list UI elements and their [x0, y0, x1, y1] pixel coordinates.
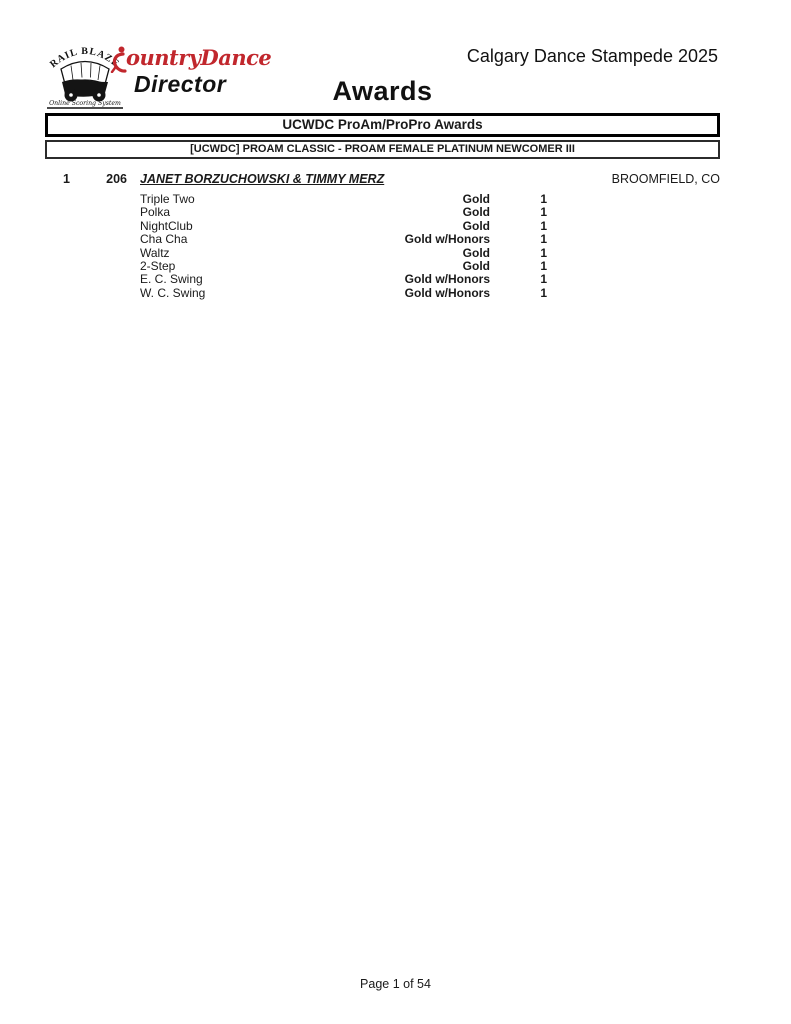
entry-number: 206: [106, 172, 127, 186]
dance-name: NightClub: [140, 218, 193, 233]
competitor-names: JANET BORZUCHOWSKI & TIMMY MERZ: [140, 172, 385, 186]
dance-count: 1: [540, 232, 547, 247]
dance-name: W. C. Swing: [140, 285, 206, 300]
page-number-label: Page 1 of 54: [360, 977, 431, 991]
report-title: Awards: [332, 76, 433, 106]
dance-award: Gold: [462, 205, 490, 220]
event-title: Calgary Dance Stampede 2025: [466, 46, 718, 66]
entry-header-row: 1 206 JANET BORZUCHOWSKI & TIMMY MERZ BR…: [45, 172, 720, 187]
dance-name: Polka: [140, 205, 171, 220]
dance-row: Cha Cha Gold w/Honors 1: [140, 232, 720, 247]
dance-row: 2-Step Gold 1: [140, 258, 720, 273]
category-banner: [UCWDC] PROAM CLASSIC - PROAM FEMALE PLA…: [45, 140, 720, 159]
division-banner: UCWDC ProAm/ProPro Awards: [45, 113, 720, 137]
dance-name: E. C. Swing: [140, 272, 203, 287]
dance-count: 1: [540, 285, 547, 300]
dancer-icon: [110, 46, 127, 73]
dance-award: Gold w/Honors: [404, 285, 490, 300]
trail-blazer-logo: TRAIL BLAZER Online Scoring System: [44, 38, 123, 109]
dance-row: E. C. Swing Gold w/Honors 1: [140, 272, 720, 287]
dance-award: Gold w/Honors: [404, 232, 490, 247]
dance-name: 2-Step: [140, 258, 176, 273]
country-dance-director-logo: ountryDance Director: [110, 46, 290, 108]
dance-row: W. C. Swing Gold w/Honors 1: [140, 285, 720, 300]
dance-count: 1: [540, 218, 547, 233]
competitor-location: BROOMFIELD, CO: [611, 172, 720, 186]
dance-row: Triple Two Gold 1: [140, 192, 720, 206]
dance-name: Waltz: [140, 245, 170, 260]
dance-award: Gold w/Honors: [404, 272, 490, 287]
dance-award: Gold: [462, 245, 490, 260]
dance-award: Gold: [462, 258, 490, 273]
director-text: Director: [134, 71, 227, 97]
dance-row: NightClub Gold 1: [140, 218, 720, 233]
dance-name: Triple Two: [140, 192, 195, 206]
dance-award: Gold: [462, 192, 490, 206]
covered-wagon-icon: [60, 60, 110, 102]
dance-list: Triple Two Gold 1 Polka Gold 1 NightClub…: [45, 192, 720, 300]
dance-count: 1: [540, 272, 547, 287]
dance-row: Waltz Gold 1: [140, 245, 720, 260]
dance-award: Gold: [462, 218, 490, 233]
placement-number: 1: [63, 172, 70, 186]
country-dance-script-text: ountryDance: [126, 45, 272, 70]
dance-name: Cha Cha: [140, 232, 188, 247]
dance-count: 1: [540, 245, 547, 260]
dance-count: 1: [540, 192, 547, 206]
dance-count: 1: [540, 258, 547, 273]
trail-blazer-tagline: Online Scoring System: [49, 100, 121, 107]
dance-row: Polka Gold 1: [140, 205, 720, 220]
dance-count: 1: [540, 205, 547, 220]
